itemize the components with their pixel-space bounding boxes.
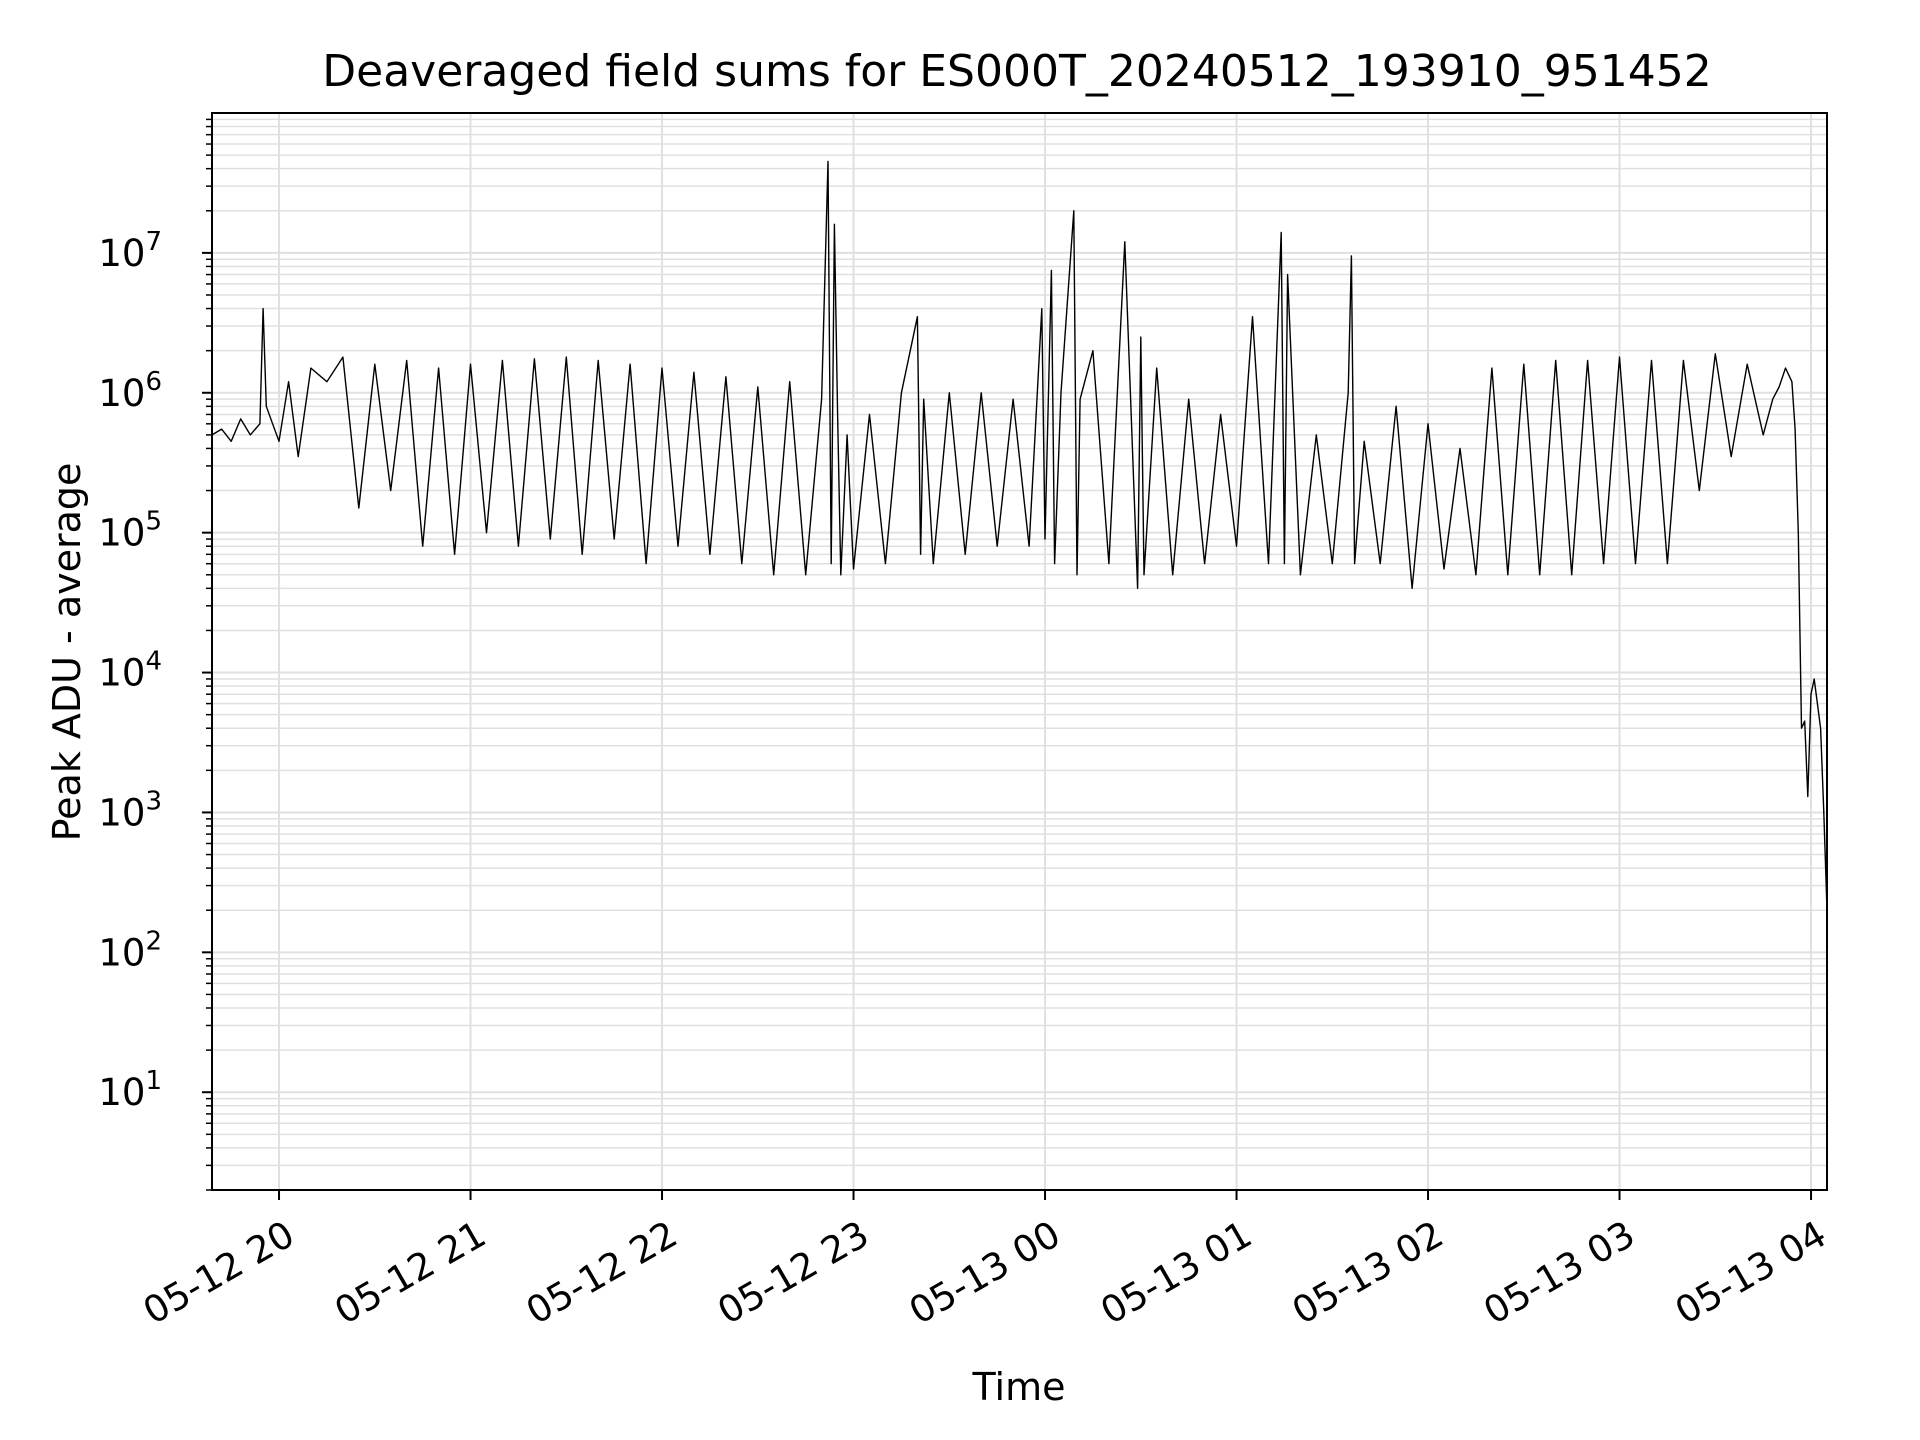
y-tick-label: 105 (98, 507, 162, 555)
grid (212, 113, 1827, 1191)
x-axis-label: Time (972, 1365, 1066, 1409)
series-line (211, 160, 1828, 911)
y-axis: 101 102 103 104 105 106 107 (98, 118, 212, 1191)
y-tick-label: 102 (98, 926, 162, 974)
chart-title: Deaveraged field sums for ES000T_2024051… (322, 46, 1711, 97)
y-tick-label: 106 (98, 367, 162, 415)
y-tick-label: 103 (98, 786, 162, 834)
y-axis-label: Peak ADU - average (45, 463, 89, 842)
y-tick-label: 104 (98, 647, 162, 695)
series-layer (211, 160, 1828, 911)
plot-frame (211, 112, 1828, 1191)
y-tick-label: 107 (98, 227, 162, 275)
y-tick-label: 101 (98, 1066, 162, 1114)
